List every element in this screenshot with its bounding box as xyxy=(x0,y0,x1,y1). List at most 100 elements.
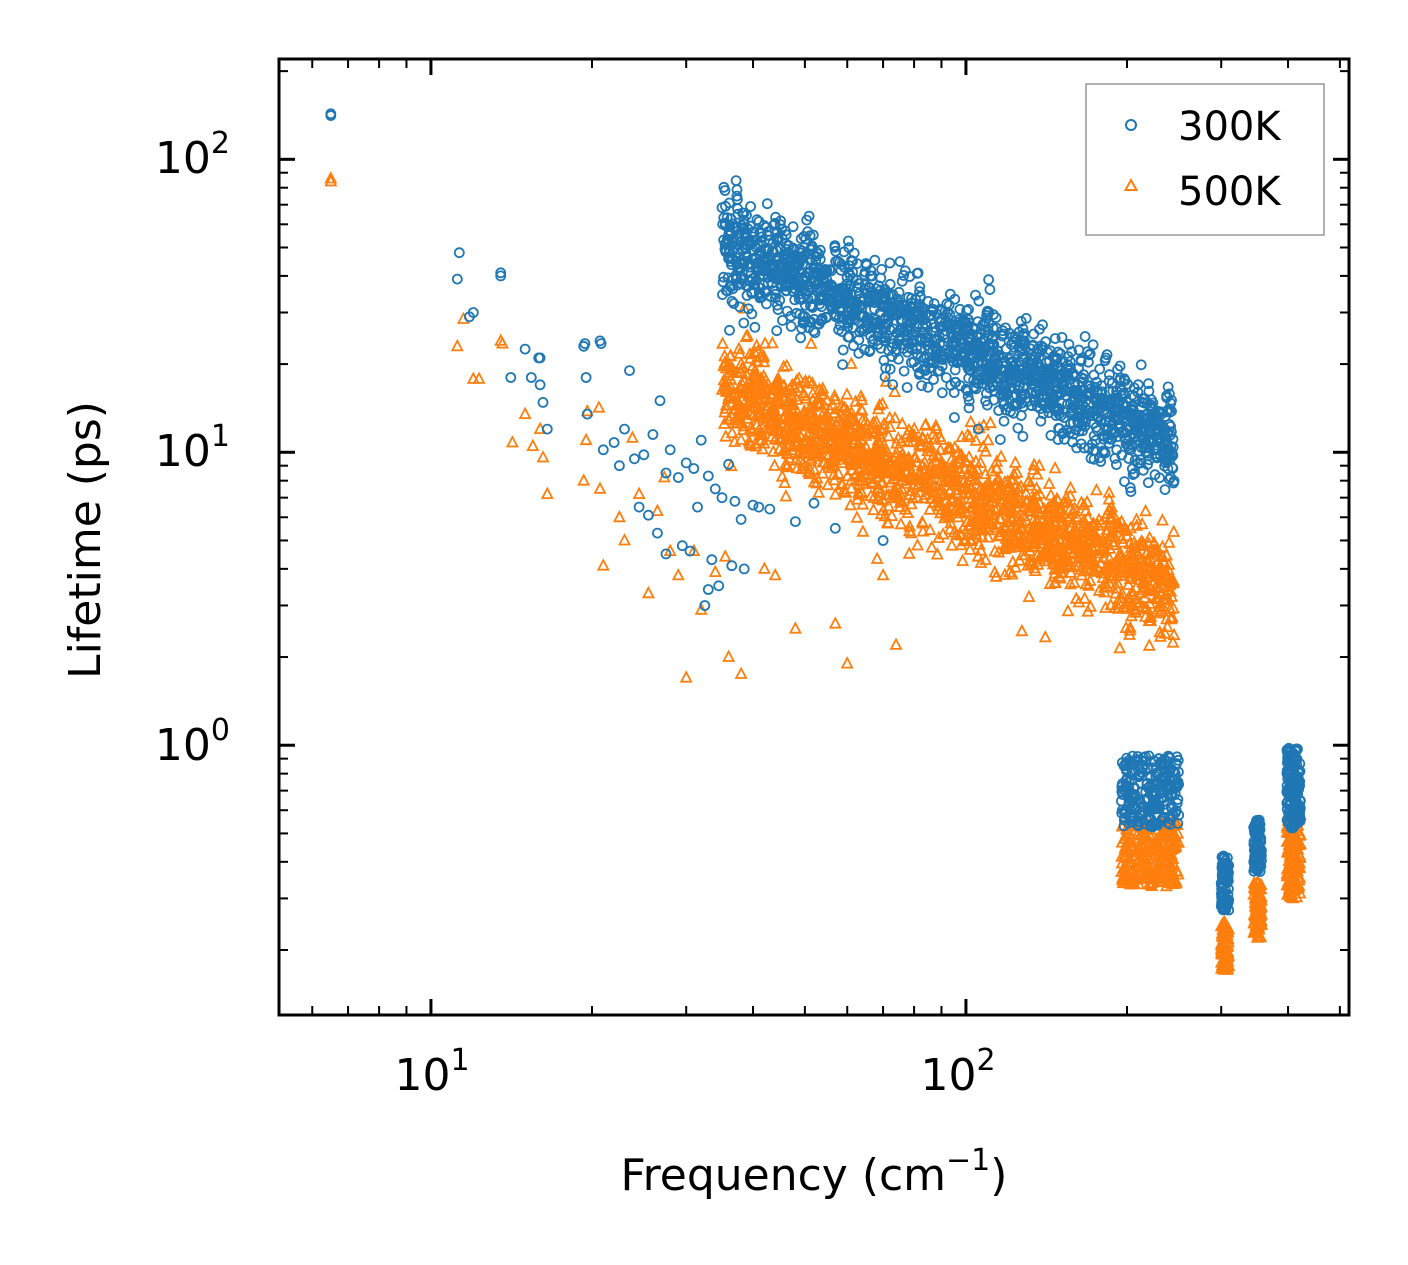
point-500k xyxy=(593,481,607,494)
point-500k xyxy=(450,338,464,352)
point-500k xyxy=(1114,548,1128,561)
point-500k xyxy=(956,553,970,566)
point-300k xyxy=(855,299,867,311)
point-500k xyxy=(731,415,744,428)
point-300k xyxy=(843,235,854,247)
point-300k xyxy=(1042,384,1054,396)
point-500k xyxy=(880,515,894,528)
point-500k xyxy=(1088,564,1102,577)
point-300k xyxy=(1021,396,1033,408)
point-500k xyxy=(1014,479,1028,492)
point-300k xyxy=(943,348,955,359)
point-300k xyxy=(1049,352,1061,364)
point-300k xyxy=(942,312,954,324)
point-500k xyxy=(982,494,996,508)
point-300k xyxy=(1291,781,1302,793)
point-300k xyxy=(804,243,816,255)
point-500k xyxy=(1134,538,1148,551)
point-500k xyxy=(968,514,982,527)
point-500k xyxy=(1134,828,1148,841)
point-300k xyxy=(1088,369,1100,381)
point-500k xyxy=(536,450,550,463)
point-300k xyxy=(1127,790,1139,802)
point-300k xyxy=(998,415,1010,427)
point-500k xyxy=(971,549,985,562)
point-300k xyxy=(728,298,740,309)
point-500k xyxy=(778,409,792,422)
point-300k xyxy=(945,328,957,339)
point-500k xyxy=(898,502,912,515)
point-500k xyxy=(1118,841,1132,854)
point-300k xyxy=(940,372,952,384)
point-500k xyxy=(906,434,920,447)
point-300k xyxy=(1163,447,1175,459)
point-500k xyxy=(756,350,770,363)
point-300k xyxy=(1156,780,1168,792)
point-500k xyxy=(1061,494,1075,507)
point-500k xyxy=(1012,481,1026,494)
point-500k xyxy=(1072,595,1086,608)
point-300k xyxy=(790,516,801,527)
point-300k xyxy=(809,327,821,339)
point-500k xyxy=(740,400,754,413)
point-300k xyxy=(769,217,781,229)
point-300k xyxy=(1150,771,1162,782)
point-300k xyxy=(717,289,728,301)
point-300k xyxy=(807,282,819,294)
point-300k xyxy=(1108,426,1120,438)
point-300k xyxy=(1114,405,1125,417)
point-500k xyxy=(979,444,992,457)
point-500k xyxy=(1102,485,1116,498)
point-500k xyxy=(1084,599,1097,612)
point-500k xyxy=(887,471,901,484)
point-300k xyxy=(1132,751,1144,762)
point-500k xyxy=(807,474,821,488)
point-300k xyxy=(1000,322,1011,334)
point-300k xyxy=(912,361,923,373)
point-500k xyxy=(911,477,925,491)
point-500k xyxy=(789,418,803,432)
point-300k xyxy=(1109,452,1121,464)
point-500k xyxy=(794,437,808,450)
point-500k xyxy=(1085,561,1098,574)
point-500k xyxy=(1119,601,1133,614)
point-300k xyxy=(1067,405,1079,417)
point-300k xyxy=(746,308,758,320)
point-500k xyxy=(744,438,758,451)
point-500k xyxy=(1251,875,1265,888)
point-500k xyxy=(916,516,930,529)
point-500k xyxy=(1130,512,1143,525)
point-300k xyxy=(922,381,934,393)
point-300k xyxy=(614,460,625,472)
point-300k xyxy=(1112,363,1123,375)
legend-label-300k: 300K xyxy=(1178,104,1282,150)
point-500k xyxy=(974,543,988,556)
point-500k xyxy=(757,561,771,574)
point-500k xyxy=(900,426,914,440)
legend-box xyxy=(1085,83,1325,236)
point-500k xyxy=(718,356,732,370)
point-300k xyxy=(853,334,865,346)
point-500k xyxy=(827,405,841,419)
point-300k xyxy=(647,429,659,440)
point-300k xyxy=(868,294,880,306)
point-500k xyxy=(1117,599,1131,613)
point-500k xyxy=(1121,577,1135,590)
point-500k xyxy=(840,468,854,482)
point-300k xyxy=(1150,797,1162,809)
point-300k xyxy=(954,380,966,392)
point-500k xyxy=(718,348,732,362)
point-500k xyxy=(1135,845,1149,858)
point-500k xyxy=(1115,553,1129,567)
point-500k xyxy=(1164,611,1178,625)
point-500k xyxy=(870,551,884,564)
point-300k xyxy=(847,273,859,285)
point-300k xyxy=(745,267,757,279)
point-500k xyxy=(1127,872,1141,885)
point-500k xyxy=(910,455,923,468)
point-300k xyxy=(660,548,672,560)
point-500k xyxy=(721,368,735,381)
point-500k xyxy=(964,469,978,482)
point-500k xyxy=(867,502,880,515)
point-500k xyxy=(892,455,906,469)
